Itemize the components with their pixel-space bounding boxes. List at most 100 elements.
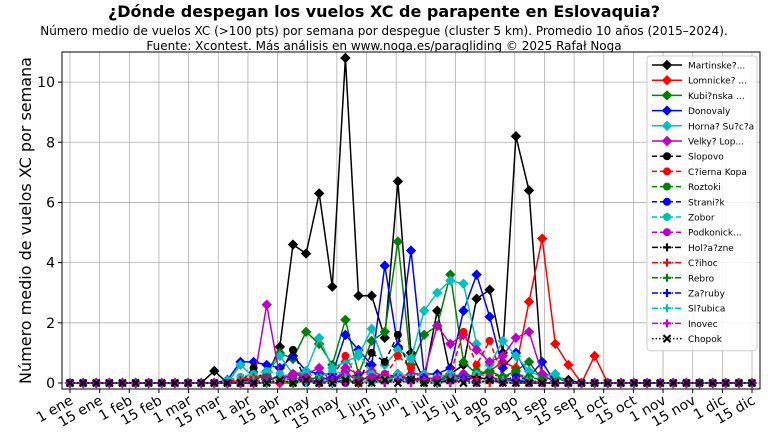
legend-label: Velky? Lop... (688, 138, 744, 148)
legend-marker (663, 182, 671, 191)
data-point (209, 365, 220, 377)
legend-marker (661, 59, 673, 71)
data-point (288, 372, 297, 381)
data-point (682, 378, 691, 388)
legend-entry: C?ierna Kopa (652, 167, 747, 178)
data-point (459, 378, 468, 388)
legend-label: Sl?ubica (688, 305, 725, 315)
legend-label: Slopovo (688, 153, 724, 163)
legend-entry: Slopovo (652, 152, 724, 163)
y-tick-label: 8 (46, 135, 55, 151)
legend-marker (663, 289, 671, 297)
data-point (300, 248, 312, 259)
data-point (118, 378, 127, 388)
data-point (287, 239, 299, 250)
data-point (511, 378, 521, 388)
data-point (354, 348, 363, 357)
data-point (301, 375, 311, 385)
legend-entry: Podkonick... (652, 228, 742, 239)
data-point (536, 233, 548, 244)
data-point (498, 378, 508, 388)
data-point (550, 338, 561, 350)
data-point (405, 353, 417, 365)
data-point (734, 378, 744, 388)
data-point (380, 357, 389, 366)
data-point (418, 329, 430, 341)
legend-marker (663, 228, 671, 237)
data-point (78, 378, 88, 388)
data-point (275, 375, 285, 385)
legend-label: C?ierna Kopa (688, 168, 747, 178)
data-point (65, 378, 75, 388)
data-point (274, 350, 286, 362)
legend-label: Kubi?nska ... (688, 92, 745, 102)
data-point (407, 363, 415, 372)
data-point (91, 378, 101, 388)
y-axis-label: Número medio de vuelos XC por semana (16, 57, 35, 384)
data-point (550, 378, 560, 388)
data-point (471, 293, 482, 304)
legend-label: Za?ruby (688, 290, 726, 300)
legend-label: Strani?k (688, 198, 725, 208)
data-point (484, 311, 495, 322)
legend-label: Hol?a?zne (688, 244, 734, 254)
legend-entry: Zobor (652, 213, 715, 224)
legend-marker (661, 74, 673, 86)
data-point (261, 299, 272, 310)
data-point (406, 375, 416, 385)
data-point (393, 378, 403, 388)
data-point (510, 350, 522, 362)
data-point (537, 378, 547, 388)
data-point (472, 378, 481, 388)
data-point (157, 378, 167, 388)
data-point (405, 245, 417, 256)
data-point (510, 131, 522, 142)
data-point (747, 378, 757, 388)
data-point (432, 287, 443, 298)
data-point (340, 329, 351, 341)
data-point (313, 188, 325, 199)
data-point (497, 350, 509, 362)
data-point (485, 375, 494, 385)
data-point (655, 378, 665, 388)
data-point (432, 378, 442, 388)
data-point (223, 378, 232, 388)
legend-entry: C?ihoc (652, 258, 718, 269)
data-point (458, 356, 469, 368)
data-point (300, 326, 312, 338)
legend-label: Rebro (688, 274, 715, 284)
legend-marker (661, 120, 673, 132)
legend-marker (661, 90, 673, 101)
data-point (249, 378, 258, 388)
data-point (379, 260, 390, 271)
data-point (510, 332, 522, 344)
legend-entry: Strani?k (652, 197, 725, 208)
data-point (392, 236, 404, 247)
data-point (379, 332, 390, 344)
legend-label: Zobor (688, 214, 715, 224)
data-point (459, 327, 468, 336)
series-19 (65, 375, 757, 388)
data-point (354, 378, 363, 388)
legend-marker (663, 273, 671, 282)
legend-marker (663, 319, 671, 328)
data-point (183, 378, 193, 388)
data-point (458, 305, 469, 316)
legend-entry: Velky? Lop... (652, 135, 744, 148)
y-tick-label: 2 (46, 316, 55, 332)
legend-label: Martinske?... (688, 62, 745, 72)
data-point (484, 284, 495, 295)
data-point (590, 378, 599, 388)
legend-label: Inovec (688, 320, 718, 330)
data-point (262, 378, 272, 388)
data-point (380, 375, 390, 385)
data-point (327, 281, 338, 292)
data-point (313, 332, 325, 344)
data-point (669, 378, 678, 388)
legend-marker (662, 334, 672, 343)
legend-marker (663, 213, 671, 221)
data-point (314, 378, 324, 388)
data-point (366, 323, 377, 335)
data-point (209, 378, 219, 388)
data-point (144, 378, 153, 388)
